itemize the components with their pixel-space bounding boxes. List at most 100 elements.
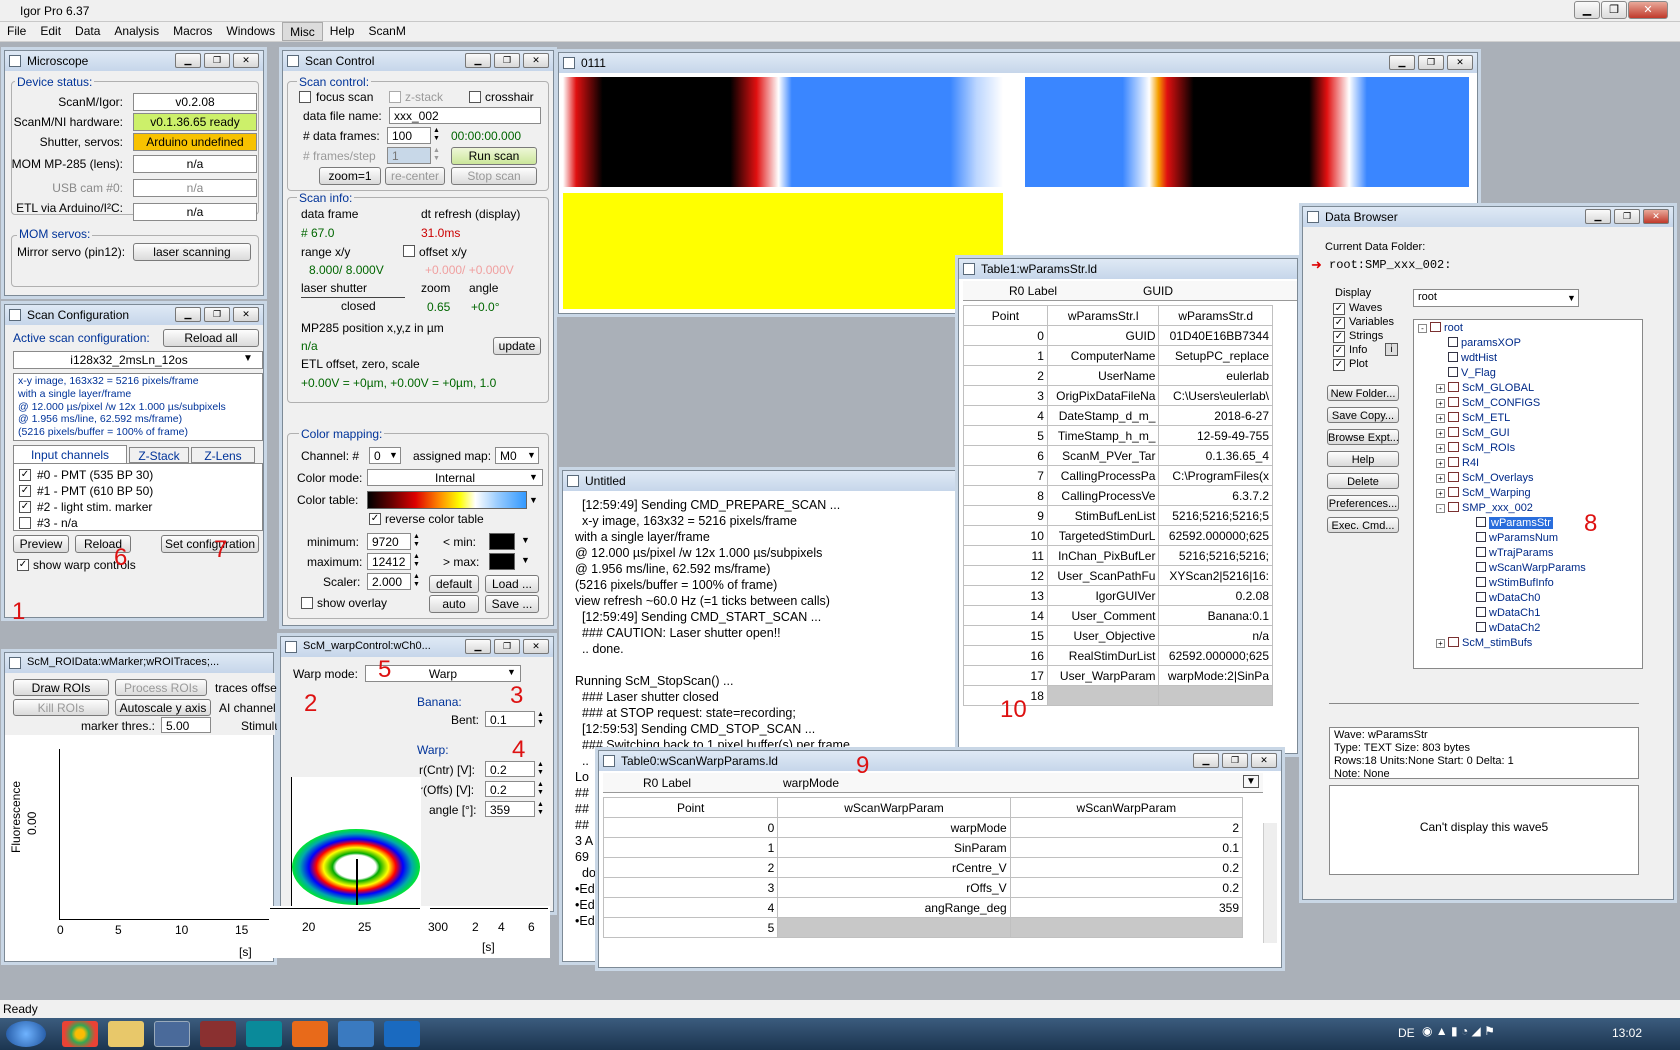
expander-icon[interactable]: + [1436, 639, 1445, 648]
table-cell[interactable]: 3 [963, 385, 1048, 406]
table-cell[interactable]: 7 [963, 465, 1048, 486]
stepper-icon[interactable]: ▲ ▼ [537, 781, 544, 796]
menu-scanm[interactable]: ScanM [368, 24, 406, 38]
table-row[interactable]: 2 rCentre_V 0.2 [602, 857, 1244, 878]
table-cell[interactable]: CallingProcessVe [1046, 485, 1160, 506]
close-icon[interactable]: ✕ [1628, 1, 1668, 19]
table-row[interactable]: 1 SinParam 0.1 [602, 837, 1244, 858]
table-cell[interactable]: 62592.000000;625 [1158, 525, 1273, 546]
close-icon[interactable]: ✕ [233, 53, 259, 68]
table-row[interactable]: 2 UserName eulerlab [963, 365, 1273, 386]
table-cell[interactable]: warpMode:2|SinPa [1158, 665, 1273, 686]
stepper-icon[interactable]: ▲ ▼ [413, 573, 420, 588]
plot-checkbox[interactable]: ✓ [1333, 359, 1345, 371]
table-cell[interactable]: 0 [602, 817, 779, 838]
info-checkbox[interactable]: ✓ [1333, 345, 1345, 357]
table-cell[interactable]: 6.3.7.2 [1158, 485, 1273, 506]
table-cell[interactable]: 62592.000000;625 [1158, 645, 1273, 666]
table-cell[interactable]: 1 [963, 345, 1048, 366]
table-cell[interactable]: eulerlab [1158, 365, 1273, 386]
color-table-preview[interactable] [367, 491, 527, 509]
table-cell[interactable]: 16 [963, 645, 1048, 666]
scan-image-ch0[interactable] [563, 77, 1003, 187]
minimize-icon[interactable]: ▁ [465, 639, 491, 654]
chevron-down-icon[interactable]: ▼ [507, 667, 516, 677]
help-button[interactable]: Help [1327, 451, 1399, 467]
tree-root[interactable]: - root [1418, 322, 1638, 337]
marker-thres-input[interactable]: 5.00 [161, 717, 211, 733]
menu-misc[interactable]: Misc [282, 22, 323, 41]
menu-help[interactable]: Help [329, 24, 355, 38]
data-file-input[interactable]: xxx_002 [389, 107, 541, 124]
show-overlay-checkbox[interactable] [301, 597, 313, 609]
table-cell[interactable]: 10 [963, 525, 1048, 546]
column-header[interactable]: Point [602, 797, 779, 818]
new-folder-button[interactable]: New Folder... [1327, 385, 1399, 401]
table0-titlebar[interactable]: Table0:wScanWarpParams.ld ▁ ❐ ✕ [599, 751, 1281, 771]
load-button[interactable]: Load ... [485, 575, 539, 593]
expander-icon[interactable]: + [1436, 384, 1445, 393]
table-cell[interactable]: 2 [602, 857, 779, 878]
table-cell[interactable]: GUID [1046, 325, 1160, 346]
menu-edit[interactable]: Edit [40, 24, 62, 38]
table-cell[interactable]: 17 [963, 665, 1048, 686]
table-cell[interactable]: 5216;5216;5216;5 [1158, 505, 1273, 526]
igor-icon[interactable] [154, 1021, 190, 1047]
table-row[interactable]: 9 StimBufLenList 5216;5216;5216;5 [963, 505, 1273, 526]
table-cell[interactable]: InChan_PixBufLer [1046, 545, 1160, 566]
min-color-swatch[interactable] [489, 533, 515, 550]
table-cell[interactable] [1046, 685, 1160, 706]
table-cell[interactable]: OrigPixDataFileNa [1046, 385, 1160, 406]
scaler-input[interactable]: 2.000 [367, 573, 411, 590]
update-button[interactable]: update [493, 337, 541, 355]
table-cell[interactable]: 0.2 [1009, 877, 1244, 898]
expander-icon[interactable]: + [1436, 399, 1445, 408]
table-cell[interactable]: 0.2 [1009, 857, 1244, 878]
chevron-down-icon[interactable]: ▼ [521, 535, 530, 545]
table-row[interactable]: 15 User_Objective n/a [963, 625, 1273, 646]
run-scan-button[interactable]: Run scan [451, 147, 537, 165]
table-cell[interactable]: 5216;5216;5216; [1158, 545, 1273, 566]
roffs-input[interactable]: 0.2 [485, 781, 535, 797]
table-row[interactable]: 13 IgorGUIVer 0.2.08 [963, 585, 1273, 606]
table-cell[interactable]: rCentre_V [777, 857, 1011, 878]
table-row[interactable]: 5 TimeStamp_h_m_ 12-59-49-755 [963, 425, 1273, 446]
stepper-icon[interactable]: ▲ ▼ [537, 801, 544, 816]
history-log[interactable]: [12:59:49] Sending CMD_PREPARE_SCAN ... … [575, 497, 955, 929]
table-cell[interactable]: rOffs_V [777, 877, 1011, 898]
exec-cmd-button[interactable]: Exec. Cmd... [1327, 517, 1399, 533]
table-cell[interactable]: Banana:0.1 [1158, 605, 1273, 626]
table0-grid[interactable]: Point wScanWarpParam wScanWarpParam 0 warpMo… [602, 797, 1244, 938]
waves-checkbox[interactable]: ✓ [1333, 303, 1345, 315]
tree-item[interactable]: + ScM_Overlays [1418, 472, 1638, 487]
table-row[interactable]: 7 CallingProcessPa C:\ProgramFiles(x [963, 465, 1273, 486]
table-cell[interactable]: 4 [963, 405, 1048, 426]
recenter-button[interactable]: re-center [385, 167, 445, 185]
gear-icon[interactable] [200, 1021, 236, 1047]
table-row[interactable]: 0 warpMode 2 [602, 817, 1244, 838]
menu-file[interactable]: File [7, 24, 27, 38]
table-row[interactable]: 10 TargetedStimDurL 62592.000000;625 [963, 525, 1273, 546]
table-cell[interactable]: ScanM_PVer_Tar [1046, 445, 1160, 466]
start-button-icon[interactable] [6, 1021, 46, 1047]
column-header[interactable]: wScanWarpParam [1009, 797, 1244, 818]
table-row[interactable]: 11 InChan_PixBufLer 5216;5216;5216; [963, 545, 1273, 566]
delete-button[interactable]: Delete [1327, 473, 1399, 489]
stepper-icon[interactable]: ▲ ▼ [413, 533, 420, 548]
table-cell[interactable] [1009, 917, 1244, 938]
table-row[interactable]: 18 [963, 685, 1273, 706]
tree-item[interactable]: + ScM_CONFIGS [1418, 397, 1638, 412]
column-header[interactable]: wParamsStr.d [1158, 305, 1273, 326]
menu-windows[interactable]: Windows [226, 24, 276, 38]
table-cell[interactable]: 0.1 [1009, 837, 1244, 858]
expander-icon[interactable]: - [1418, 324, 1427, 333]
reverse-color-checkbox[interactable]: ✓ [369, 513, 381, 525]
tree-item[interactable]: + ScM_ETL [1418, 412, 1638, 427]
table-row[interactable]: 14 User_Comment Banana:0.1 [963, 605, 1273, 626]
close-icon[interactable]: ✕ [1251, 753, 1277, 768]
table-cell[interactable]: 8 [963, 485, 1048, 506]
default-button[interactable]: default [429, 575, 479, 593]
table-row[interactable]: 1 ComputerName SetupPC_replace [963, 345, 1273, 366]
channel-1-checkbox[interactable]: ✓ [19, 485, 31, 497]
table-cell[interactable]: IgorGUIVer [1046, 585, 1160, 606]
